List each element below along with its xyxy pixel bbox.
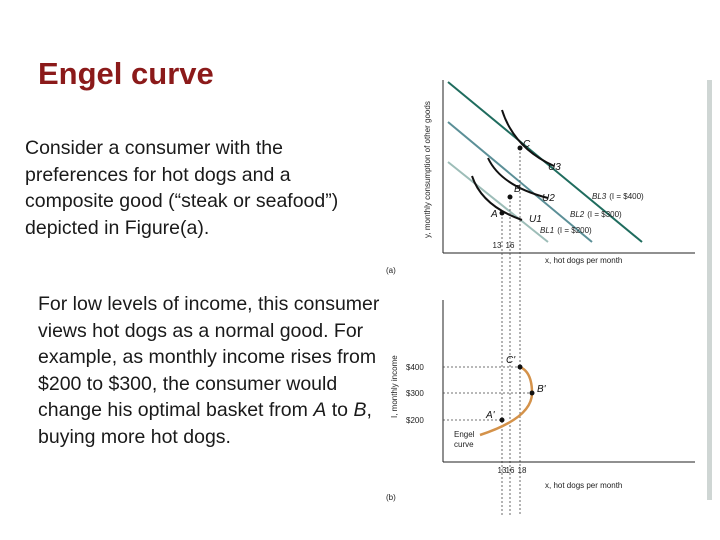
bl3-name: BL3 <box>592 192 607 201</box>
point-b-label: B <box>514 184 521 195</box>
u2-label: U2 <box>542 193 555 204</box>
indifference-curve-u1 <box>471 175 523 221</box>
bl1-label: BL1 (I = $200) <box>540 226 592 235</box>
point-c-label: C <box>523 139 531 150</box>
panel-b: I, monthly income $400 $300 $200 A' B' C… <box>386 300 695 502</box>
u1-label: U1 <box>529 214 542 225</box>
point-c-dot <box>517 145 523 151</box>
paragraph-run: to <box>326 399 354 421</box>
income-tick-400: $400 <box>406 363 424 372</box>
bl2-label: BL2 (I = $300) <box>570 210 622 219</box>
panel-a-y-axis-label: y, monthly consumption of other goods <box>423 101 432 238</box>
paragraph-run-italic: B <box>353 399 367 421</box>
tick-b-18: 18 <box>518 466 527 475</box>
indifference-curve-u2 <box>487 157 549 199</box>
paragraph-run-italic: A <box>313 399 327 421</box>
normal-good-paragraph: For low levels of income, this consumer … <box>38 291 383 450</box>
point-a-dot <box>499 210 505 216</box>
budget-line-bl1 <box>447 161 549 243</box>
intro-paragraph: Consider a consumer with the preferences… <box>25 137 339 239</box>
engel-curve <box>479 365 534 437</box>
bl3-income: (I = $400) <box>609 192 644 201</box>
panel-a-x-axis-label: x, hot dogs per month <box>545 256 622 265</box>
panel-b-x-axis-label: x, hot dogs per month <box>545 481 622 490</box>
bl2-name: BL2 <box>570 210 585 219</box>
bl3-label: BL3 (I = $400) <box>592 192 644 201</box>
panel-b-y-axis-label: I, monthly income <box>390 355 399 418</box>
engel-curve-label: Engel curve <box>454 430 475 449</box>
engel-curve-label-line2: curve <box>454 440 474 449</box>
bl2-income: (I = $300) <box>587 210 622 219</box>
point-b-prime-dot <box>529 390 535 396</box>
point-b-dot <box>507 194 513 200</box>
indifference-curve-u3 <box>501 109 555 167</box>
panel-a: y, monthly consumption of other goods A … <box>386 80 695 515</box>
bl1-name: BL1 <box>540 226 554 235</box>
u3-label: U3 <box>548 162 561 173</box>
slide-edge-rule <box>707 80 712 500</box>
paragraph-run: , buying more hot dogs. <box>38 399 372 448</box>
income-tick-300: $300 <box>406 389 424 398</box>
point-c-prime-label: C' <box>506 355 516 366</box>
panel-a-label: (a) <box>386 266 396 275</box>
point-a-prime-dot <box>499 417 505 423</box>
tick-b-16: 16 <box>506 466 515 475</box>
bl1-income: (I = $200) <box>557 226 592 235</box>
income-tick-200: $200 <box>406 416 424 425</box>
point-b-prime-label: B' <box>537 384 547 395</box>
engel-curve-label-line1: Engel <box>454 430 475 439</box>
point-a-prime-label: A' <box>485 410 496 421</box>
tick-a-13: 13 <box>493 241 502 250</box>
paragraph-run: For low levels of income, this consumer … <box>38 293 380 421</box>
tick-a-16: 16 <box>506 241 515 250</box>
point-a-label: A <box>490 209 498 220</box>
tick-b-13: 13 <box>498 466 507 475</box>
panel-b-label: (b) <box>386 493 396 502</box>
engel-curve-figure: y, monthly consumption of other goods A … <box>386 80 695 515</box>
point-c-prime-dot <box>517 364 523 370</box>
slide-title: Engel curve <box>38 56 214 91</box>
